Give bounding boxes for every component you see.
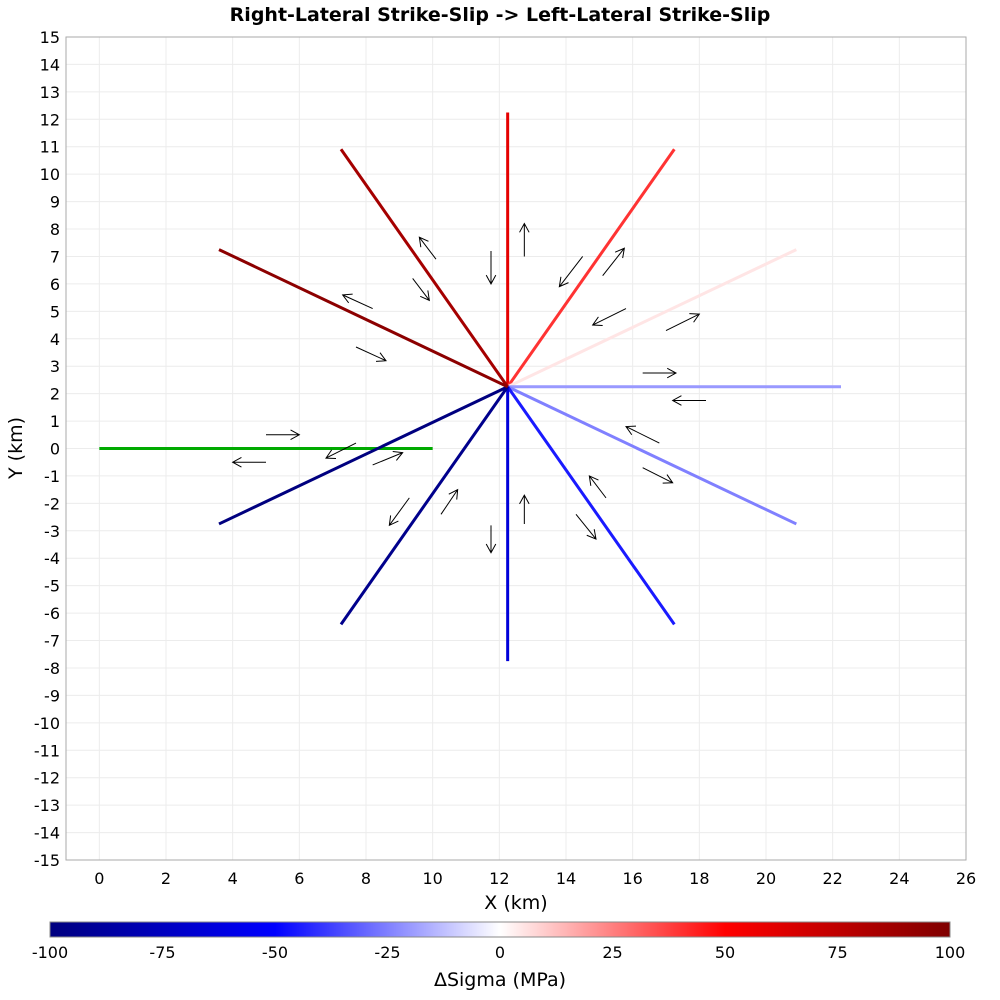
- x-tick-label: 16: [622, 869, 642, 888]
- y-tick-label: 6: [50, 275, 60, 294]
- slip-arrow: [588, 475, 607, 499]
- y-tick-label: 2: [50, 385, 60, 404]
- fault-lines: [99, 112, 841, 662]
- y-tick-label: 7: [50, 247, 60, 266]
- slip-arrow: [519, 494, 530, 524]
- slip-arrow: [625, 425, 660, 444]
- slip-arrow: [665, 313, 701, 331]
- y-tick-label: 11: [40, 138, 60, 157]
- x-tick-label: 24: [889, 869, 909, 888]
- y-tick-label: 0: [50, 440, 60, 459]
- colorbar-ticks: -100 -75 -50 -25 0 25 50 75 100: [32, 943, 965, 962]
- slip-arrow: [412, 278, 430, 302]
- slip-arrow: [575, 514, 597, 540]
- y-tick-label: -1: [44, 467, 60, 486]
- y-tick-label: -15: [34, 851, 60, 870]
- plot-frame: [65, 36, 967, 861]
- colorbar-tick-label: -25: [374, 943, 400, 962]
- colorbar-tick-label: 25: [602, 943, 622, 962]
- y-tick-label: 4: [50, 330, 60, 349]
- x-tick-label: 14: [556, 869, 576, 888]
- colorbar-tick-label: -75: [149, 943, 175, 962]
- x-tick-label: 10: [422, 869, 442, 888]
- slip-arrow: [266, 429, 301, 441]
- slip-arrow: [355, 346, 387, 362]
- slip-arrow: [591, 308, 627, 326]
- colorbar-tick-label: -100: [32, 943, 68, 962]
- y-tick-label: -4: [44, 549, 60, 568]
- slip-arrow: [341, 293, 373, 310]
- x-tick-label: 2: [161, 869, 171, 888]
- receiver-fault: [506, 385, 676, 626]
- slip-arrows: [231, 222, 706, 554]
- slip-arrow: [372, 451, 404, 466]
- y-tick-label: 8: [50, 220, 60, 239]
- slip-arrow: [642, 367, 678, 379]
- y-axis-ticks: 1514131211109876543210-1-2-3-4-5-6-7-8-9…: [34, 28, 60, 870]
- receiver-fault: [339, 385, 509, 626]
- y-tick-label: 13: [40, 83, 60, 102]
- x-tick-label: 4: [228, 869, 238, 888]
- slip-arrow: [602, 247, 625, 276]
- y-tick-label: -7: [44, 632, 60, 651]
- slip-arrow: [485, 525, 497, 554]
- y-tick-label: 3: [50, 357, 60, 376]
- x-tick-label: 6: [294, 869, 304, 888]
- y-tick-label: 12: [40, 110, 60, 129]
- x-tick-label: 8: [361, 869, 371, 888]
- slip-arrow: [418, 236, 437, 260]
- colorbar: [49, 921, 951, 938]
- y-tick-label: -10: [34, 714, 60, 733]
- chart-title: Right-Lateral Strike-Slip -> Left-Latera…: [230, 4, 771, 26]
- colorbar-tick-label: -50: [262, 943, 288, 962]
- receiver-fault: [506, 148, 676, 388]
- colorbar-tick-label: 100: [935, 943, 966, 962]
- y-tick-label: -5: [44, 577, 60, 596]
- y-tick-label: 15: [40, 28, 60, 47]
- y-tick-label: 14: [40, 55, 60, 74]
- y-tick-label: -8: [44, 659, 60, 678]
- receiver-fault: [507, 248, 797, 389]
- slip-arrow: [325, 442, 357, 459]
- x-tick-label: 20: [756, 869, 776, 888]
- y-tick-label: 10: [40, 165, 60, 184]
- x-axis-ticks: 0 2 4 6 8 10 12 14 16 18 20 22 24 26: [94, 869, 976, 888]
- colorbar-tick-label: 75: [827, 943, 847, 962]
- y-tick-label: -13: [34, 796, 60, 815]
- x-tick-label: 0: [94, 869, 104, 888]
- receiver-fault: [507, 385, 797, 526]
- y-tick-label: -14: [34, 824, 60, 843]
- y-tick-label: 5: [50, 302, 60, 321]
- colorbar-label: ΔSigma (MPa): [434, 969, 566, 991]
- slip-arrow: [519, 222, 530, 257]
- y-axis-label: Y (km): [5, 417, 27, 480]
- slip-arrow: [388, 497, 410, 527]
- slip-arrow: [558, 256, 584, 288]
- receiver-fault: [339, 148, 509, 388]
- slip-arrow: [485, 250, 497, 285]
- slip-arrow: [440, 488, 459, 515]
- colorbar-tick-label: 50: [715, 943, 735, 962]
- receiver-fault: [218, 248, 509, 389]
- y-tick-label: -9: [44, 686, 60, 705]
- x-tick-label: 26: [956, 869, 976, 888]
- slip-arrow: [231, 456, 266, 468]
- y-tick-label: 1: [50, 412, 60, 431]
- y-tick-label: -3: [44, 522, 60, 541]
- x-axis-label: X (km): [484, 892, 547, 914]
- slip-arrow: [642, 467, 674, 484]
- receiver-fault: [218, 385, 509, 526]
- x-tick-label: 22: [822, 869, 842, 888]
- y-tick-label: 9: [50, 193, 60, 212]
- gridlines: [66, 36, 967, 861]
- colorbar-tick-label: 0: [495, 943, 505, 962]
- y-tick-label: -11: [34, 741, 60, 760]
- slip-arrow: [671, 395, 706, 406]
- y-tick-label: -6: [44, 604, 60, 623]
- y-tick-label: -12: [34, 769, 60, 788]
- x-tick-label: 18: [689, 869, 709, 888]
- y-tick-label: -2: [44, 494, 60, 513]
- x-tick-label: 12: [489, 869, 509, 888]
